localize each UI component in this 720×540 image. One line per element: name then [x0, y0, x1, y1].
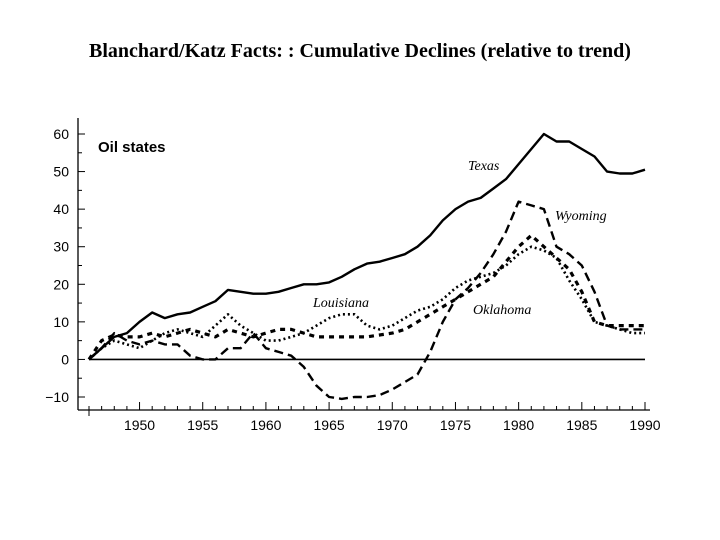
x-tick-label: 1960 [250, 417, 281, 433]
series-line-louisiana [87, 233, 645, 361]
y-tick-label: 40 [53, 201, 69, 217]
x-tick-label: 1980 [503, 417, 534, 433]
x-tick-label: 1950 [124, 417, 155, 433]
y-tick-label: 30 [53, 239, 69, 255]
series-label-wyoming: Wyoming [555, 209, 607, 224]
series-label-oklahoma: Oklahoma [473, 303, 531, 318]
y-tick-label: −10 [45, 389, 69, 405]
y-tick-label: 0 [61, 351, 69, 367]
x-tick-label: 1965 [314, 417, 345, 433]
series-line-texas [88, 132, 646, 361]
series-line-oklahoma [88, 245, 645, 361]
x-tick-label: 1955 [187, 417, 218, 433]
x-tick-label: 1970 [377, 417, 408, 433]
y-tick-label: 20 [53, 276, 69, 292]
y-tick-label: 10 [53, 314, 69, 330]
y-tick-label: 50 [53, 164, 69, 180]
slide-title: Blanchard/Katz Facts: : Cumulative Decli… [89, 40, 631, 62]
series-label-louisiana: Louisiana [312, 296, 369, 311]
y-tick-label: 60 [53, 126, 69, 142]
x-tick-label: 1990 [629, 417, 660, 433]
panel-label: Oil states [98, 139, 166, 156]
x-tick-label: 1975 [440, 417, 471, 433]
series-line-wyoming [88, 200, 645, 401]
x-tick-label: 1985 [566, 417, 597, 433]
series-label-texas: Texas [468, 159, 500, 174]
